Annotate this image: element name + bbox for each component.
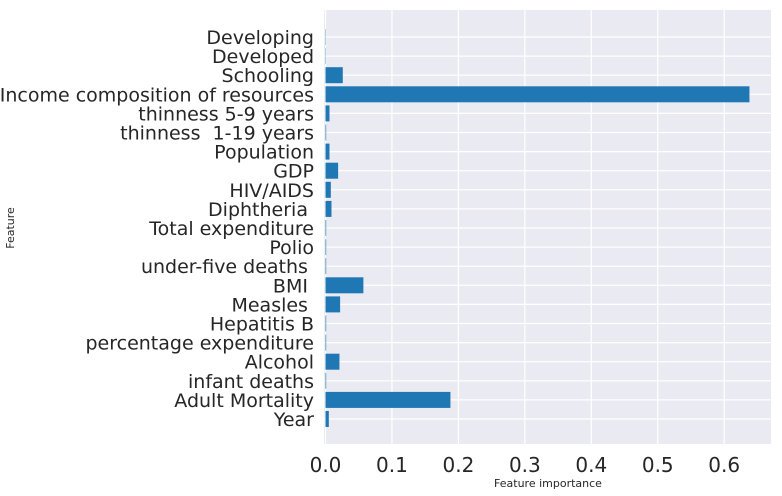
x-tick-label: 0.5: [642, 453, 674, 477]
x-tick-label: 0.6: [708, 453, 740, 477]
y-tick-label: HIV/AIDS: [229, 180, 314, 202]
bar: [325, 277, 364, 294]
bar: [325, 105, 330, 122]
y-tick-label: Diphtheria: [208, 199, 314, 221]
bar: [325, 258, 327, 275]
x-tick-label: 0.3: [509, 453, 541, 477]
bar: [325, 124, 327, 141]
bar: [325, 67, 343, 84]
y-tick-label: Population: [214, 142, 314, 164]
bar: [325, 334, 327, 351]
y-tick-label: thinness 1-19 years: [120, 123, 314, 145]
y-tick-label: Developing: [206, 27, 314, 49]
bar: [325, 391, 451, 408]
x-tick-labels: 0.0 0.1 0.2 0.3 0.4 0.5 0.6: [310, 453, 741, 477]
y-tick-label: infant deaths: [188, 371, 314, 393]
y-tick-label: under-five deaths: [141, 256, 314, 278]
x-tick-label: 0.0: [310, 453, 342, 477]
x-tick-label: 0.4: [575, 453, 607, 477]
y-tick-label: GDP: [273, 161, 314, 183]
y-tick-label: Adult Mortality: [174, 390, 314, 412]
bar: [325, 296, 341, 313]
x-axis-label: Feature importance: [494, 477, 602, 490]
bar: [325, 86, 750, 103]
bar: [325, 162, 339, 179]
y-tick-label: Measles: [231, 294, 314, 316]
y-tick-label: Schooling: [222, 65, 314, 87]
y-tick-label: Income composition of resources: [0, 84, 314, 106]
bar: [325, 372, 327, 389]
bar: [325, 143, 330, 160]
bars: [325, 29, 750, 427]
y-tick-label: Developed: [212, 46, 314, 68]
y-tick-label: thinness 5-9 years: [138, 103, 314, 125]
bar: [325, 239, 327, 256]
x-tick-label: 0.2: [442, 453, 474, 477]
bar: [325, 200, 332, 217]
y-tick-label: Polio: [269, 237, 314, 259]
y-tick-label: BMI: [273, 275, 314, 297]
y-axis-label: Feature: [4, 207, 17, 249]
bar: [325, 220, 327, 236]
bar: [325, 411, 329, 427]
plot-area: [324, 10, 771, 444]
bar: [325, 353, 340, 370]
bar: [325, 181, 331, 198]
y-tick-label: Total expenditure: [148, 218, 314, 240]
y-tick-label: percentage expenditure: [85, 333, 314, 355]
y-tick-label: Year: [273, 409, 314, 431]
y-tick-label: Alcohol: [245, 352, 314, 374]
y-tick-label: Hepatitis B: [210, 314, 314, 336]
bar: [325, 315, 327, 332]
x-tick-label: 0.1: [376, 453, 408, 477]
